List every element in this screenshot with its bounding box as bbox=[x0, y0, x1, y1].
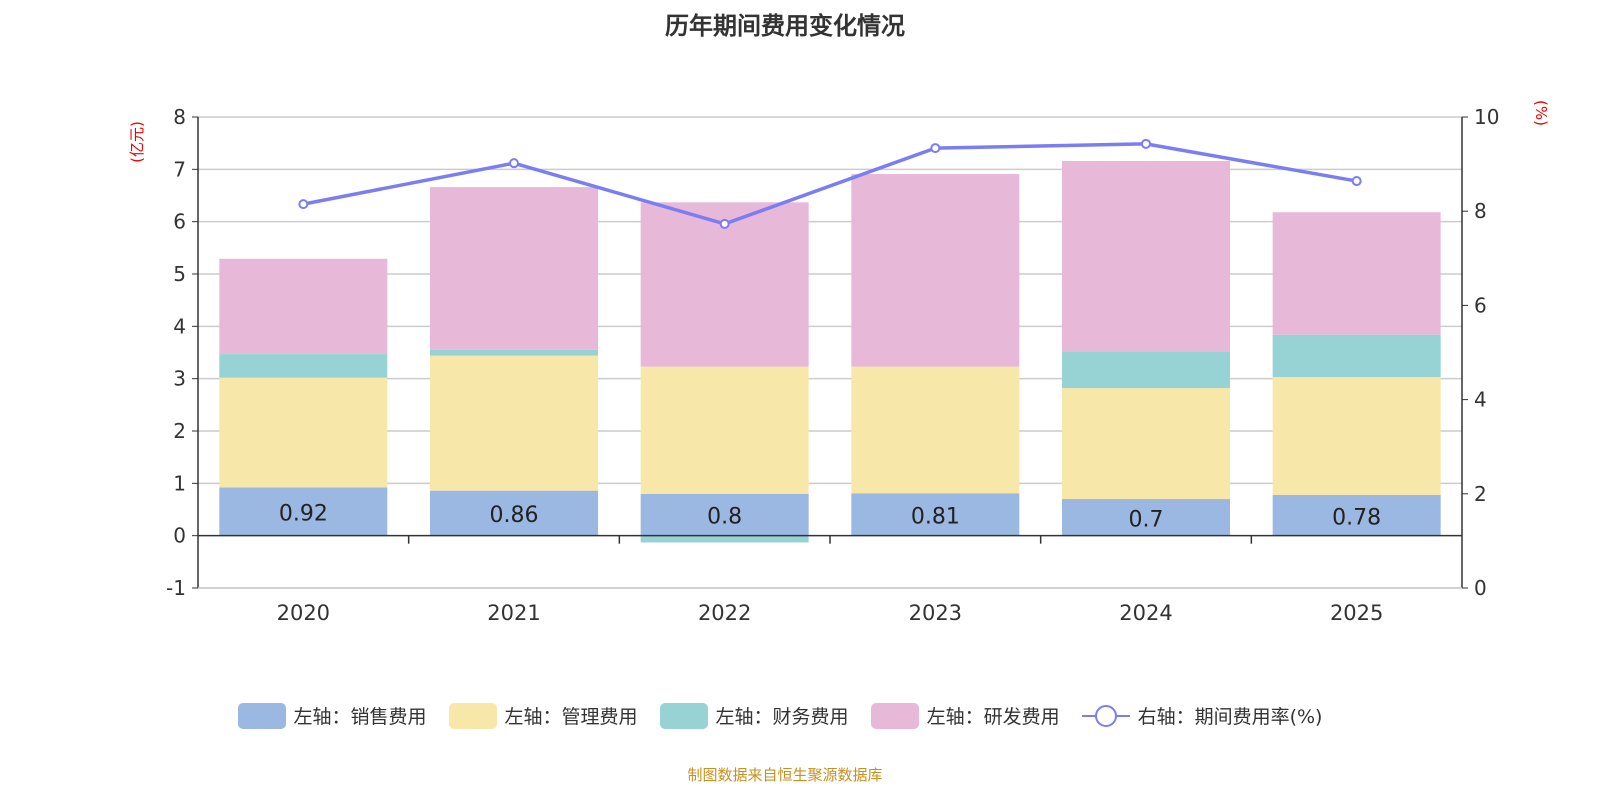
line-point bbox=[1141, 138, 1151, 149]
bar-segment bbox=[851, 366, 1020, 494]
y-tick-label-left: 2 bbox=[173, 419, 186, 443]
legend-item[interactable]: 左轴：研发费用 bbox=[870, 702, 1060, 729]
legend-item[interactable]: 右轴：期间费用率(%) bbox=[1081, 702, 1323, 729]
y-tick-label-right: 8 bbox=[1474, 199, 1487, 223]
legend: 左轴：销售费用 左轴：管理费用 左轴：财务费用 左轴：研发费用 右轴：期间费用率(%) bbox=[0, 702, 1560, 729]
y-tick-label-right: 10 bbox=[1474, 105, 1499, 129]
legend-line-marker-icon bbox=[1081, 703, 1130, 729]
line-point bbox=[298, 199, 309, 210]
bar-segment bbox=[430, 355, 598, 491]
legend-swatch-icon bbox=[237, 702, 286, 729]
bar-data-label: 0.81 bbox=[911, 504, 960, 529]
bar-segment bbox=[430, 490, 598, 536]
bar-segment bbox=[640, 535, 809, 543]
legend-swatch-icon bbox=[870, 702, 919, 729]
line-point bbox=[930, 143, 941, 154]
bar-segment bbox=[219, 377, 388, 488]
bar-segment bbox=[1062, 351, 1230, 389]
y-tick-label-left: 5 bbox=[173, 262, 186, 286]
bar-segment bbox=[1062, 499, 1230, 536]
legend-label: 左轴：财务费用 bbox=[715, 706, 849, 728]
legend-label: 左轴：研发费用 bbox=[926, 706, 1060, 728]
y-tick-label-left: 7 bbox=[173, 157, 186, 181]
line-series-rate bbox=[302, 142, 1357, 226]
x-tick-label: 2022 bbox=[698, 601, 751, 625]
x-tick-label: 2020 bbox=[277, 601, 330, 625]
legend-item[interactable]: 左轴：销售费用 bbox=[237, 702, 427, 729]
bar-segment bbox=[851, 174, 1020, 367]
bar-data-label: 0.78 bbox=[1332, 505, 1381, 530]
bar-data-label: 0.86 bbox=[490, 503, 539, 528]
bar-segment bbox=[640, 493, 809, 536]
bar-segment bbox=[640, 366, 809, 494]
bar-segment bbox=[1272, 377, 1441, 495]
bar-segment bbox=[1062, 160, 1230, 352]
legend-item[interactable]: 左轴：管理费用 bbox=[448, 702, 638, 729]
bar-segment bbox=[219, 487, 388, 536]
bar-segment bbox=[430, 187, 598, 350]
y-tick-label-left: 8 bbox=[173, 105, 186, 129]
x-tick-label: 2021 bbox=[487, 601, 540, 625]
chart-plot: -1 0 1 2 3 4 5 6 7 8 0 2 4 6 8 10 0.92 2020 0.86 2021 0.8 202… bbox=[128, 100, 1550, 625]
y-axis-title-left: (亿元) bbox=[128, 121, 146, 163]
bar-segment bbox=[1272, 212, 1441, 335]
y-tick-label-right: 6 bbox=[1474, 293, 1487, 317]
x-tick-label: 2024 bbox=[1119, 601, 1172, 625]
y-tick-label-left: 0 bbox=[173, 524, 186, 548]
source-note: 制图数据来自恒生聚源数据库 bbox=[687, 766, 883, 784]
bar-segment bbox=[219, 258, 388, 355]
legend-label: 右轴：期间费用率(%) bbox=[1137, 706, 1323, 728]
y-tick-label-left: 1 bbox=[173, 471, 186, 495]
y-tick-label-left: -1 bbox=[166, 576, 186, 600]
x-tick-label: 2025 bbox=[1330, 601, 1383, 625]
y-tick-label-right: 2 bbox=[1474, 482, 1487, 506]
chart-title: 历年期间费用变化情况 bbox=[665, 12, 905, 40]
legend-label: 左轴：管理费用 bbox=[504, 706, 638, 728]
line-point bbox=[509, 158, 519, 169]
y-tick-label-right: 0 bbox=[1474, 576, 1487, 600]
y-tick-label-right: 4 bbox=[1474, 388, 1487, 412]
bar-data-label: 0.7 bbox=[1129, 507, 1164, 532]
legend-swatch-icon bbox=[448, 702, 497, 729]
y-axis-title-right: (%) bbox=[1532, 100, 1550, 126]
legend-label: 左轴：销售费用 bbox=[293, 706, 427, 728]
bar-data-label: 0.8 bbox=[707, 505, 742, 530]
bar-segment bbox=[1272, 334, 1441, 378]
bar-segment bbox=[1272, 494, 1441, 536]
bar-segment bbox=[851, 493, 1020, 536]
bar-segment bbox=[219, 354, 388, 378]
bar-segment bbox=[640, 202, 809, 367]
y-tick-label-left: 4 bbox=[173, 314, 186, 338]
bar-segment bbox=[430, 349, 598, 356]
line-point bbox=[719, 218, 730, 229]
legend-item[interactable]: 左轴：财务费用 bbox=[659, 702, 849, 729]
y-tick-label-left: 6 bbox=[173, 210, 186, 234]
bar-data-label: 0.92 bbox=[279, 502, 328, 527]
y-tick-label-left: 3 bbox=[173, 367, 186, 391]
x-tick-label: 2023 bbox=[909, 601, 962, 625]
bar-segment bbox=[1062, 388, 1230, 500]
line-point bbox=[1351, 176, 1362, 187]
legend-swatch-icon bbox=[659, 702, 708, 729]
